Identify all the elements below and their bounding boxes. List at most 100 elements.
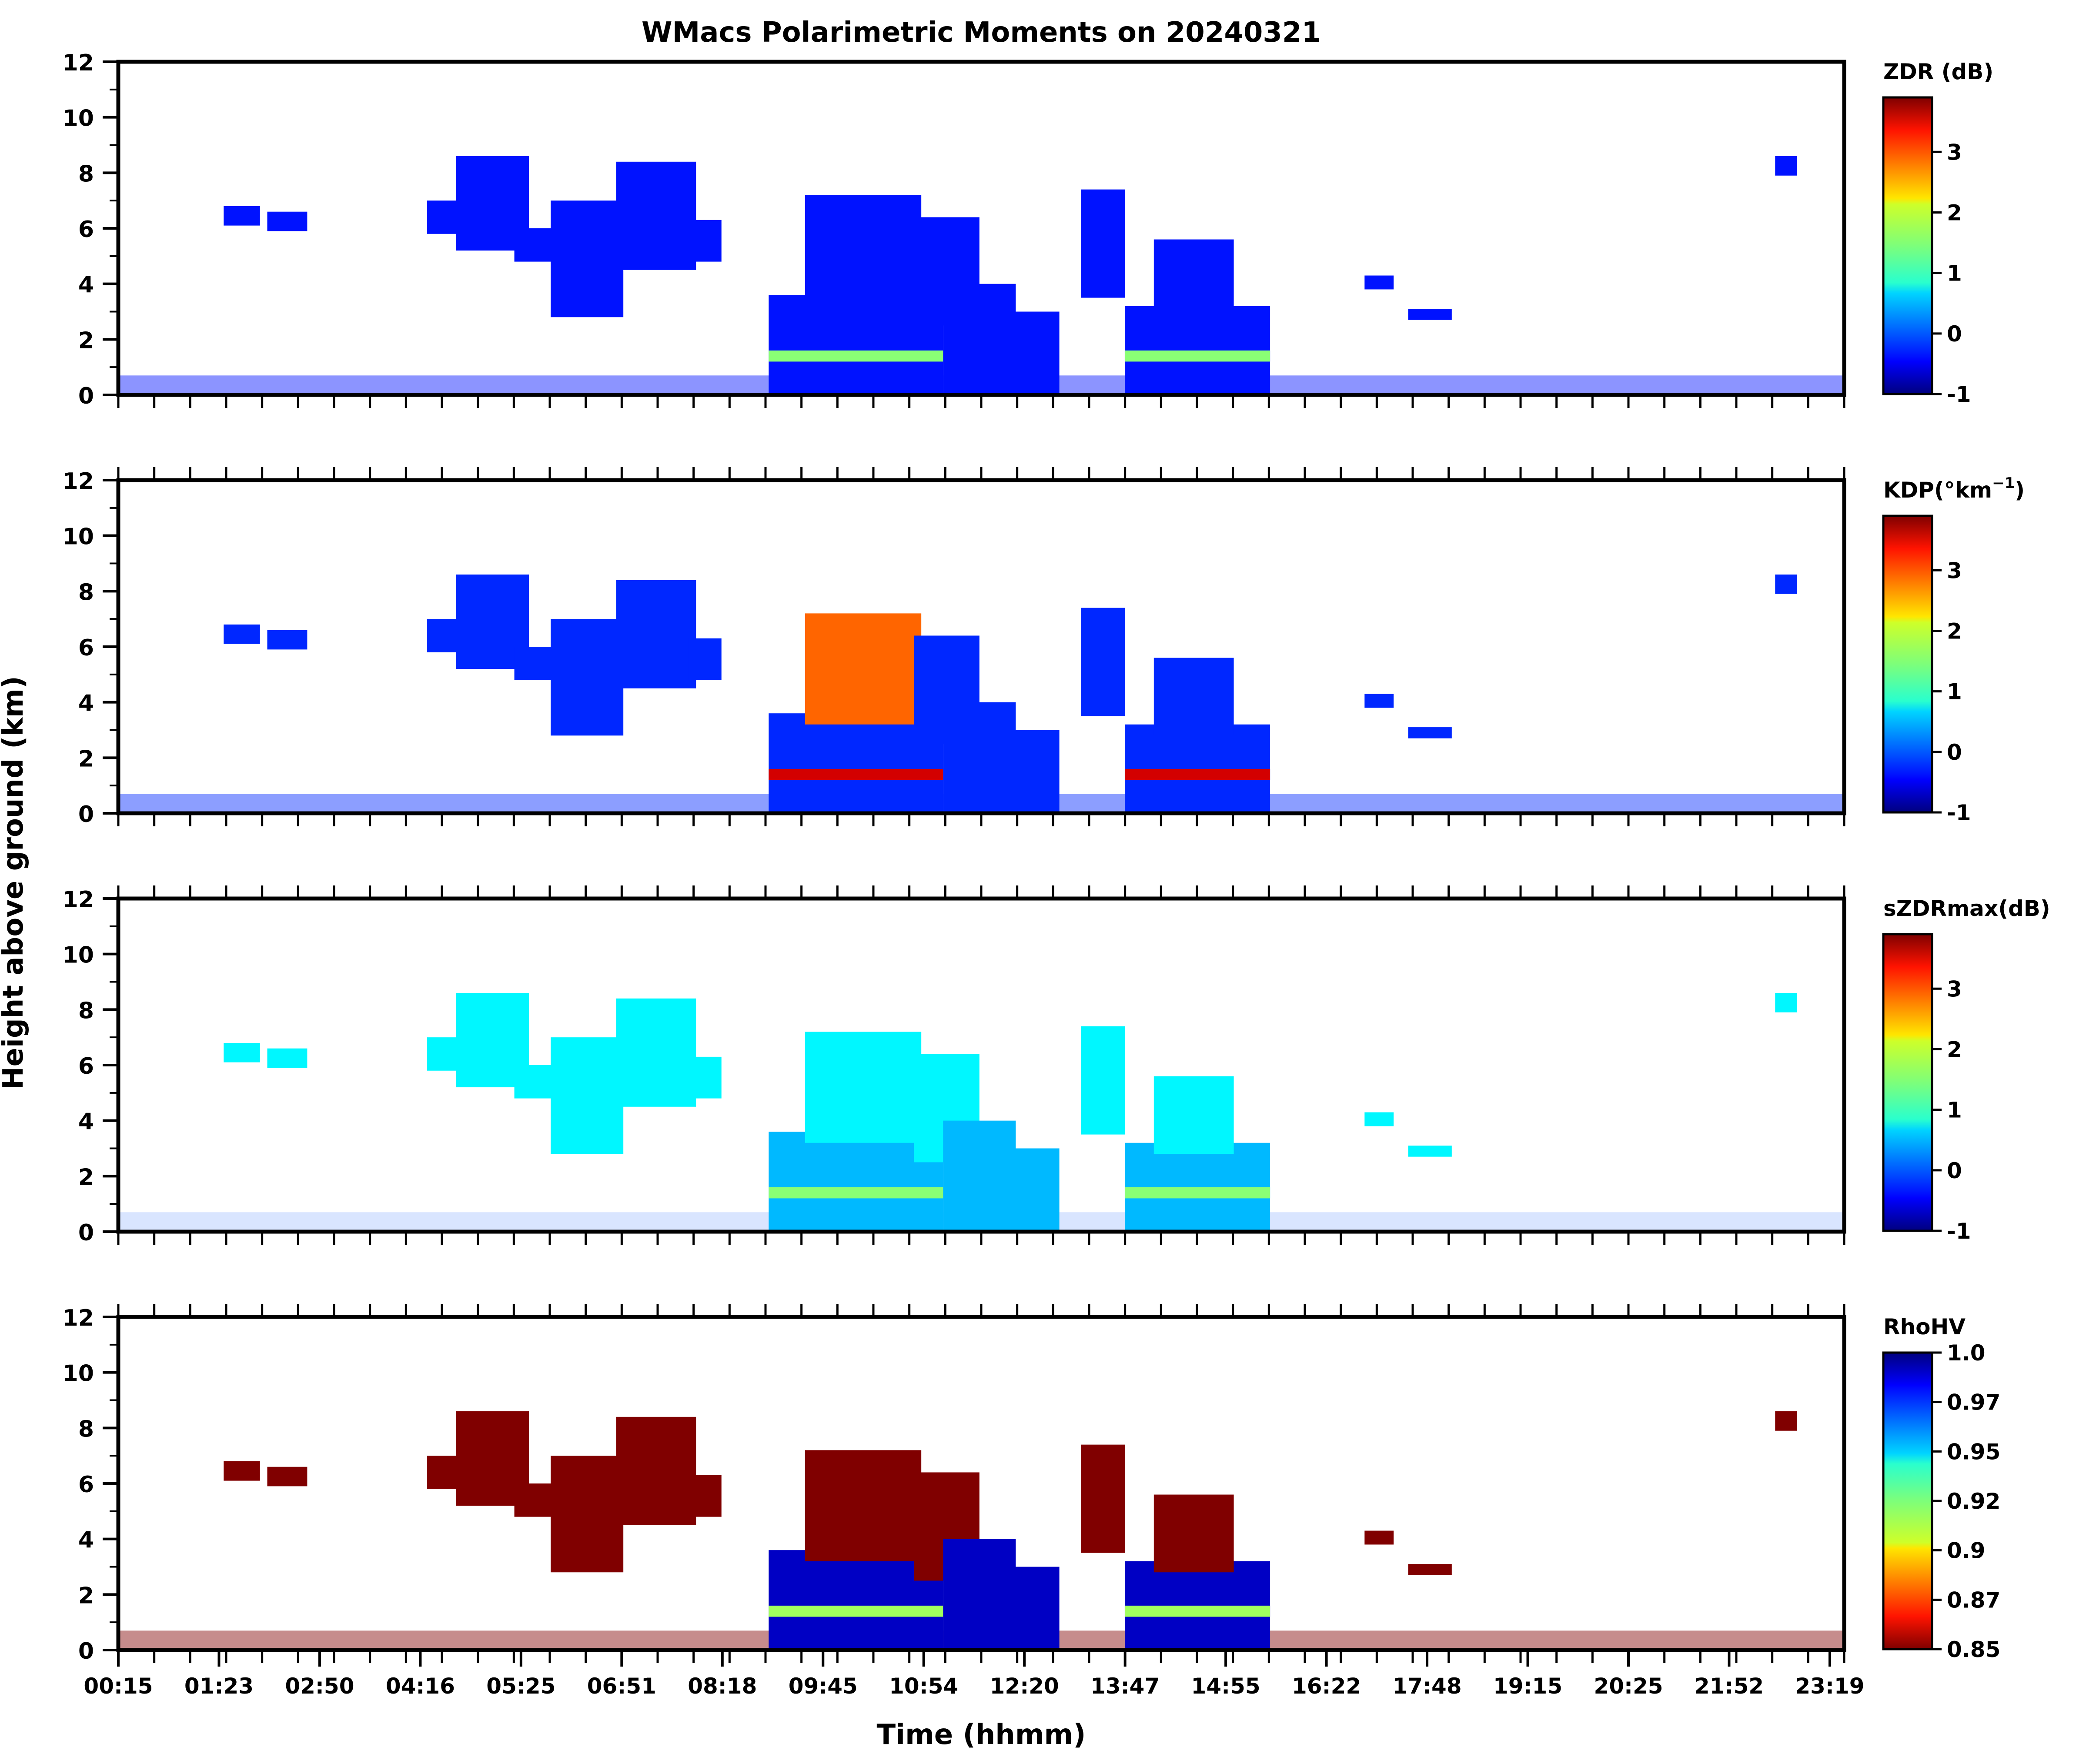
x-tick-label: 06:51 [587,1674,656,1699]
bright-band [1124,350,1270,362]
bright-band [769,768,943,780]
colorbar-tick-label: -1 [1947,382,1971,407]
y-tick-label: 8 [78,998,94,1024]
x-tick-label: 21:52 [1695,1674,1764,1699]
y-tick-label: 6 [78,217,94,243]
y-tick-label: 2 [78,327,94,354]
echo-region [224,624,260,644]
colorbar-tick-label: 0 [1947,1158,1962,1183]
y-tick-label: 10 [63,1361,94,1387]
colorbar-tick-label: 1 [1947,679,1962,705]
echo-region [1408,727,1452,738]
echo-region [267,1467,308,1487]
bright-band [769,1187,943,1199]
x-tick-label: 02:50 [285,1674,354,1699]
x-tick-label: 14:55 [1191,1674,1260,1699]
y-tick-label: 4 [78,1527,94,1554]
y-tick-label: 8 [78,579,94,605]
x-tick-label: 01:23 [184,1674,254,1699]
echo-region [616,580,696,688]
x-tick-label: 19:15 [1493,1674,1562,1699]
colorbar-tick-label: 0.9 [1947,1538,1986,1564]
echo-region [1364,1530,1394,1545]
y-tick-label: 10 [63,942,94,969]
x-tick-labels: 00:15 01:23 02:50 04:16 05:25 06:51 08:18 09:45… [84,1650,1865,1699]
bright-band [1124,768,1270,780]
y-tick-label: 6 [78,635,94,661]
y-tick-label: 6 [78,1053,94,1079]
echo-region [1775,575,1797,594]
y-tick-label: 2 [78,1583,94,1609]
colorbar-tick-label: 2 [1947,618,1962,644]
echo-region [689,1475,722,1517]
x-tick-label: 16:22 [1292,1674,1361,1699]
y-tick-label: 12 [63,468,94,494]
echo-region [1001,1567,1060,1650]
echo-region [1775,156,1797,176]
echo-region [1364,694,1394,708]
y-tick-label: 4 [78,691,94,717]
y-tick-label: 0 [78,1638,94,1664]
colorbar-tick-label: 2 [1947,1037,1962,1062]
colorbar-tick-label: 0 [1947,740,1962,765]
colorbar-kdp [1882,514,1933,814]
colorbar-label: KDP(°km−1) [1883,474,2025,503]
colorbar-tick-label: 0 [1947,321,1962,347]
x-tick-label: 08:18 [688,1674,757,1699]
x-tick-label: 10:54 [889,1674,958,1699]
echo-region [689,1056,722,1099]
echo-region [224,206,260,226]
echo-region [1081,1026,1125,1135]
echo-region [1153,1076,1234,1154]
colorbar-tick-label: 0.97 [1947,1390,2000,1415]
y-tick-label: 10 [63,524,94,550]
colorbar-tick-label: -1 [1947,1219,1971,1244]
echo-region [267,1048,308,1068]
y-tick-label: 4 [78,1109,94,1135]
colorbar-label: RhoHV [1883,1314,1966,1340]
echo-region [1153,658,1234,736]
colorbar-tick-label: 0.92 [1947,1489,2000,1514]
colorbar-label-tail: ) [2015,478,2025,503]
colorbar-tick-label: 2 [1947,200,1962,225]
colorbar-tick-label: 0.95 [1947,1439,2000,1464]
echo-region [1364,275,1394,290]
x-axis-label: Time (hhmm) [877,1719,1086,1751]
colorbar-label: ZDR (dB) [1883,59,1993,84]
x-tick-label: 23:19 [1795,1674,1864,1699]
colorbar-label-sup: −1 [1992,474,2015,492]
echo-region [267,211,308,231]
x-tick-label: 09:45 [789,1674,858,1699]
x-tick-label: 13:47 [1090,1674,1160,1699]
echo-region [616,1417,696,1525]
bright-band [769,350,943,362]
echo-region [805,613,922,725]
echo-region [805,195,922,306]
colorbar-tick-label: 0.85 [1947,1637,2000,1662]
x-tick-label: 00:15 [84,1674,153,1699]
x-tick-label: 05:25 [486,1674,555,1699]
echo-region [616,998,696,1107]
y-tick-label: 0 [78,383,94,409]
echo-region [267,630,308,650]
figure-title: WMacs Polarimetric Moments on 20240321 [642,17,1321,49]
x-tick-label: 04:16 [386,1674,455,1699]
colorbar-tick-label: 1 [1947,1098,1962,1123]
colorbar-tick-label: 3 [1947,140,1962,165]
y-tick-label: 12 [63,887,94,913]
colorbar-szdrmax [1882,933,1933,1232]
colorbar-zdr [1882,96,1933,395]
y-tick-label: 8 [78,161,94,187]
echo-region [805,1032,922,1143]
colorbar-tick-label: 0.87 [1947,1587,2000,1613]
echo-region [689,220,722,262]
echo-region [224,1461,260,1481]
colorbar-tick-label: -1 [1947,800,1971,825]
x-tick-label: 20:25 [1594,1674,1663,1699]
echo-region [1081,189,1125,298]
y-tick-label: 8 [78,1416,94,1442]
